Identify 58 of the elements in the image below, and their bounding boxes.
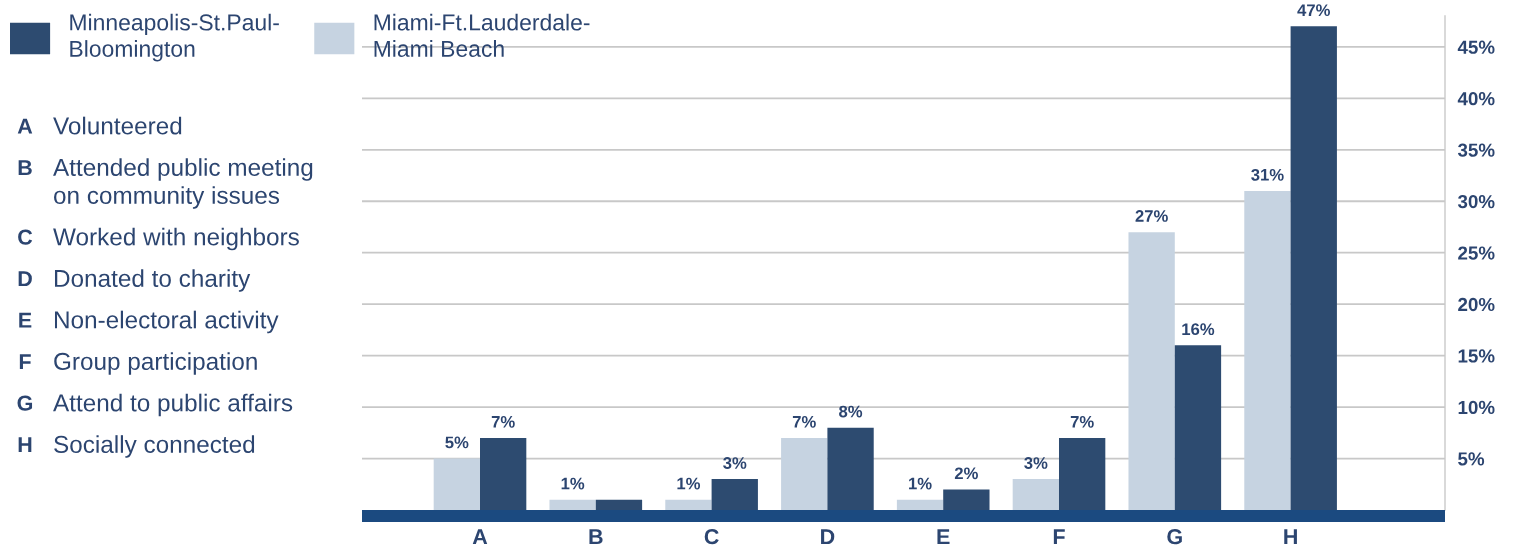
bar bbox=[1012, 479, 1059, 510]
data-label: 7% bbox=[491, 415, 515, 428]
bar bbox=[1059, 437, 1106, 510]
data-label: 16% bbox=[1182, 323, 1215, 336]
bar bbox=[781, 437, 828, 510]
text: G Attend to public affairs bbox=[17, 393, 293, 417]
legend-label: Miami-Ft.Lauderdale-Miami Beach bbox=[374, 13, 590, 57]
data-label: 1% bbox=[909, 477, 932, 490]
bar bbox=[549, 499, 596, 510]
data-label: 47% bbox=[1297, 4, 1330, 17]
y-tick-label: 45% bbox=[1457, 40, 1495, 54]
text: D Donated to charity bbox=[18, 269, 251, 292]
bar bbox=[1174, 345, 1222, 510]
y-tick-label: 40% bbox=[1457, 92, 1495, 106]
y-tick-label: 10% bbox=[1458, 400, 1495, 415]
bar bbox=[943, 489, 990, 510]
data-label: 3% bbox=[1024, 457, 1048, 469]
data-label: 1% bbox=[677, 477, 701, 490]
data-label: 7% bbox=[1070, 415, 1094, 428]
x-tick-label: A bbox=[472, 529, 488, 545]
data-label: 31% bbox=[1251, 168, 1284, 181]
x-tick-label: H bbox=[1284, 529, 1297, 545]
bar bbox=[665, 499, 712, 510]
y-tick-label: 5% bbox=[1458, 452, 1485, 466]
y-tick-label: 35% bbox=[1457, 143, 1495, 157]
bar bbox=[827, 427, 874, 510]
x-tick-label: B bbox=[589, 529, 603, 545]
x-tick-label: G bbox=[1167, 529, 1182, 545]
x-tick-label: C bbox=[704, 529, 719, 545]
y-tick-label: 20% bbox=[1458, 297, 1495, 312]
text: F Group participation bbox=[19, 352, 257, 375]
bar bbox=[896, 499, 944, 510]
x-tick-label: F bbox=[1053, 529, 1065, 545]
legend-label: Minneapolis-St.Paul-Bloomington bbox=[70, 13, 279, 62]
text: E Non-electoral activity bbox=[19, 310, 279, 334]
data-label: 8% bbox=[839, 405, 863, 418]
text: H Socially connected bbox=[18, 435, 255, 458]
y-tick-label: 25% bbox=[1458, 246, 1495, 260]
data-label: 5% bbox=[445, 436, 469, 449]
data-label: 27% bbox=[1135, 210, 1168, 222]
data-label: 1% bbox=[561, 477, 585, 490]
bar bbox=[480, 437, 527, 510]
y-tick-label: 30% bbox=[1457, 194, 1495, 209]
bar bbox=[595, 499, 643, 510]
x-tick-label: D bbox=[821, 529, 835, 545]
text: B Attended public meeting on community issues bbox=[18, 158, 313, 209]
data-label: 3% bbox=[723, 457, 747, 469]
x-tick-label: E bbox=[937, 529, 950, 545]
data-label: 2% bbox=[954, 467, 978, 480]
y-tick-label: 15% bbox=[1458, 349, 1495, 363]
data-label: 7% bbox=[792, 415, 816, 428]
bar bbox=[433, 458, 480, 510]
bar bbox=[1128, 232, 1175, 510]
bar bbox=[1290, 26, 1337, 510]
bar bbox=[1244, 190, 1291, 510]
bar bbox=[711, 479, 758, 510]
text: A Volunteered bbox=[17, 116, 182, 135]
text: C Worked with neighbors bbox=[18, 227, 299, 251]
